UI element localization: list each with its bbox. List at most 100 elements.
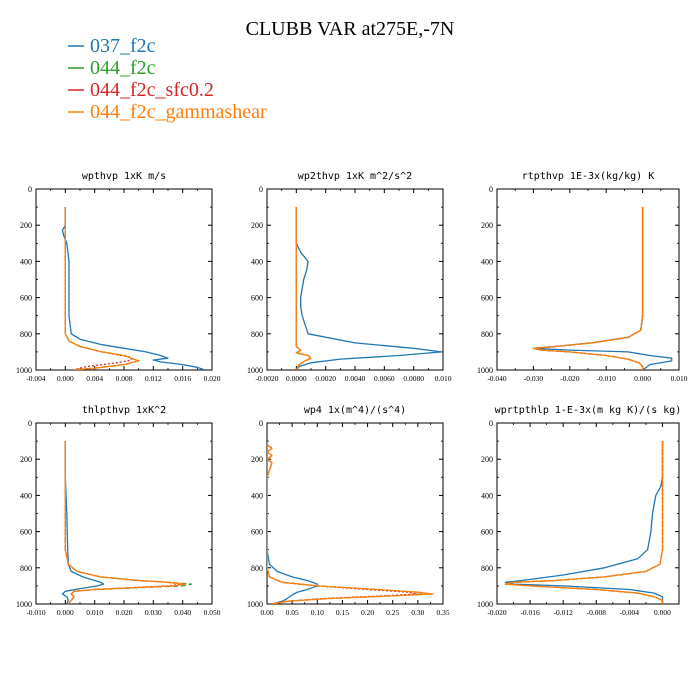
panel-title: thlpthvp 1xK^2 [82, 405, 166, 416]
y-tick-label: 0 [489, 185, 493, 194]
series-line-037-f2c [61, 207, 205, 370]
series-line-044-f2c-gammashear [267, 444, 434, 604]
x-tick-label: 0.0020 [315, 374, 336, 383]
panel-title: wpthvp 1xK m/s [82, 171, 166, 182]
y-tick-label: 600 [251, 294, 263, 303]
x-tick-label: 0.004 [86, 374, 103, 383]
x-tick-label: -0.010 [597, 374, 617, 383]
y-tick-label: 200 [251, 221, 263, 230]
series-line-044-f2c-sfc0-2 [267, 444, 419, 604]
x-tick-label: 0.30 [411, 608, 424, 617]
x-tick-label: 0.000 [57, 374, 74, 383]
plot-frame [496, 422, 680, 605]
x-tick-label: 0.000 [57, 608, 74, 617]
panel-title: wprtpthlp 1-E-3x(m kg K)/(s kg) [495, 405, 682, 416]
y-tick-label: 600 [481, 294, 493, 303]
plot-frame [35, 188, 213, 371]
series-line-037-f2c [532, 207, 673, 370]
x-tick-label: 0.010 [86, 608, 103, 617]
series-line-044-f2c-gammashear [532, 207, 644, 370]
panel: wp2thvp 1xK m^2/s^2 0 200 400 600 800 1000-0.0… [247, 171, 452, 383]
y-tick-label: 0 [28, 419, 32, 428]
series-line-037-f2c [267, 441, 318, 604]
y-tick-label: 1000 [477, 600, 493, 609]
x-tick-label: 0.0000 [286, 374, 307, 383]
x-tick-label: 0.020 [204, 374, 221, 383]
series-line-044-f2c-gammashear [504, 441, 664, 604]
x-tick-label: 0.0040 [345, 374, 366, 383]
x-tick-label: 0.0060 [374, 374, 395, 383]
panel-title: rtpthvp 1E-3x(kg/kg) K [522, 171, 654, 182]
figure-title: CLUBB VAR at275E,-7N [246, 18, 455, 40]
x-tick-label: -0.020 [487, 608, 507, 617]
series-line-044-f2c [295, 207, 312, 370]
y-tick-label: 1000 [16, 366, 32, 375]
y-tick-label: 800 [251, 330, 263, 339]
series-line-044-f2c-gammashear [64, 441, 187, 604]
panel: rtpthvp 1E-3x(kg/kg) K02004006008001000-… [477, 171, 688, 383]
y-tick-label: 800 [251, 564, 263, 573]
x-tick-label: -0.004 [26, 374, 46, 383]
y-tick-label: 400 [251, 491, 263, 500]
x-tick-label: -0.016 [520, 608, 540, 617]
panel: wpthvp 1xK m/s 0 200 400 600 800 1000-0.004 0.0… [16, 171, 221, 383]
y-tick-label: 800 [20, 330, 32, 339]
series-line-044-f2c [64, 207, 140, 370]
y-tick-label: 0 [489, 419, 493, 428]
x-tick-label: 0.008 [116, 374, 133, 383]
y-tick-label: 600 [20, 294, 32, 303]
x-tick-label: -0.004 [620, 608, 640, 617]
y-tick-label: 1000 [247, 366, 263, 375]
legend-label: 044_f2c_sfc0.2 [90, 79, 214, 101]
y-tick-label: 400 [481, 257, 493, 266]
x-tick-label: -0.010 [26, 608, 46, 617]
x-tick-label: 0.05 [286, 608, 299, 617]
plot-frame [35, 422, 213, 605]
panel: wprtpthlp 1-E-3x(m kg K)/(s kg)0 200 400 60… [477, 405, 681, 617]
x-tick-label: 0.10 [311, 608, 324, 617]
x-tick-label: 0.000 [634, 374, 651, 383]
y-tick-label: 200 [20, 221, 32, 230]
y-tick-label: 400 [20, 257, 32, 266]
y-tick-label: 400 [20, 491, 32, 500]
legend: 037_f2c044_f2c044_f2c_sfc0.2044_f2c_gamm… [68, 35, 267, 123]
legend-label: 044_f2c_gammashear [90, 101, 267, 123]
y-tick-label: 1000 [16, 600, 32, 609]
y-tick-label: 200 [481, 221, 493, 230]
panel-title: wp4 1x(m^4)/(s^4) [304, 405, 406, 416]
y-tick-label: 0 [259, 185, 263, 194]
x-tick-label: 0.000 [654, 608, 671, 617]
x-tick-label: -0.040 [487, 374, 507, 383]
x-tick-label: -0.012 [553, 608, 573, 617]
x-tick-label: 0.030 [145, 608, 162, 617]
series-line-044-f2c-gammashear [295, 207, 312, 370]
y-tick-label: 800 [481, 330, 493, 339]
y-tick-label: 600 [481, 528, 493, 537]
y-tick-label: 400 [251, 257, 263, 266]
series-line-044-f2c-sfc0-2 [295, 207, 312, 370]
y-tick-label: 1000 [247, 600, 263, 609]
series-line-044-f2c-gammashear [64, 207, 140, 370]
series-line-044-f2c-sfc0-2 [64, 207, 132, 370]
x-tick-label: 0.040 [174, 608, 191, 617]
x-tick-label: -0.008 [587, 608, 607, 617]
x-tick-label: 0.0080 [403, 374, 424, 383]
x-tick-label: 0.00 [260, 608, 273, 617]
y-tick-label: 200 [481, 455, 493, 464]
y-tick-label: 400 [481, 491, 493, 500]
y-tick-label: 600 [251, 528, 263, 537]
x-tick-label: 0.012 [145, 374, 162, 383]
x-tick-label: 0.050 [204, 608, 221, 617]
x-tick-label: -0.020 [560, 374, 580, 383]
y-tick-label: 0 [28, 185, 32, 194]
y-tick-label: 200 [20, 455, 32, 464]
x-tick-label: -0.030 [524, 374, 544, 383]
y-tick-label: 800 [481, 564, 493, 573]
y-tick-label: 0 [259, 419, 263, 428]
y-tick-label: 600 [20, 528, 32, 537]
x-tick-label: 0.15 [336, 608, 349, 617]
x-tick-label: 0.010 [435, 374, 452, 383]
series-line-044-f2c-sfc0-2 [532, 207, 644, 370]
